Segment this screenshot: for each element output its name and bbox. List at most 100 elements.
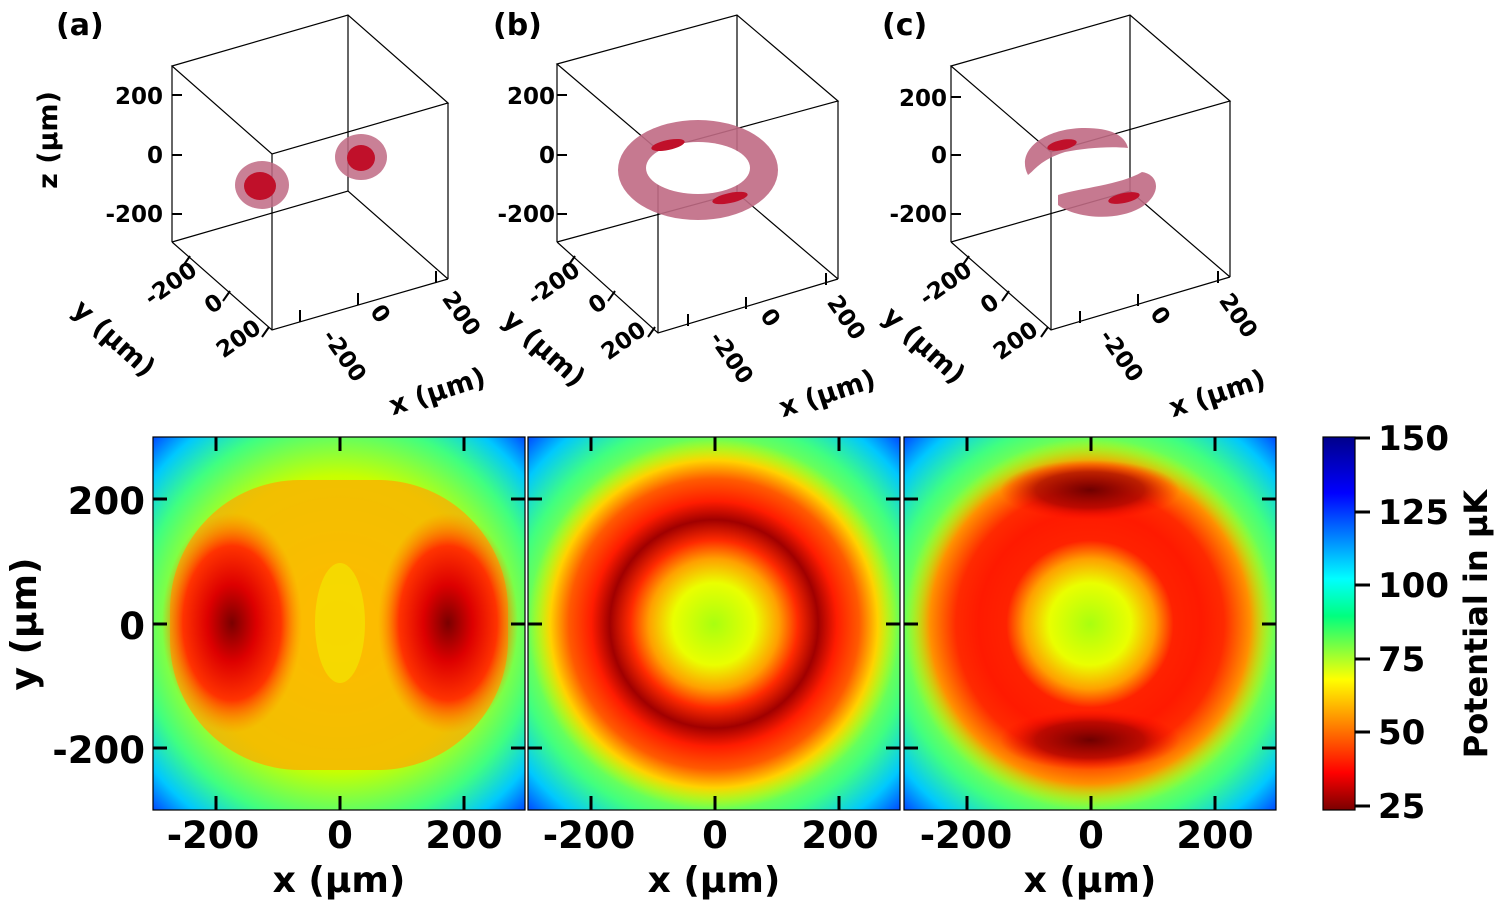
- cube-frame: [170, 14, 450, 331]
- x-tick-label: 0: [702, 814, 728, 857]
- x-tick-label: 0: [1078, 814, 1104, 857]
- x-tick-label: 200: [436, 287, 485, 341]
- heatmap-a: 200 0 -200 y (µm) -200 0 200 x (µm): [4, 436, 526, 901]
- ring-torus-core: [712, 191, 748, 205]
- potential-well-left-core: [244, 172, 276, 200]
- colorbar-label: Potential in µK: [1457, 489, 1495, 759]
- y-tick-label: 200: [989, 317, 1043, 366]
- y-axis-label: y (µm): [496, 304, 591, 394]
- heatmap-b: -200 0 200 x (µm): [527, 436, 901, 901]
- y-tick-label: 0: [200, 289, 228, 319]
- colorbar-ticks: [1355, 436, 1370, 808]
- panel-label: (a): [56, 8, 104, 43]
- y-tick-label: -200: [915, 257, 977, 311]
- ring-torus-hole: [646, 142, 750, 194]
- panel-3d-c: (c) 200 0 -200 -200 0 200 y (µm) -200 0 …: [876, 8, 1269, 424]
- colorbar-tick-label: 75: [1378, 640, 1425, 680]
- z-tick-label: 0: [931, 143, 947, 169]
- split-ring-core: [1108, 192, 1140, 204]
- panel-3d-a: (a) 200 0 -200 z (µm) -200 0 200 y (µm) …: [33, 8, 489, 422]
- panel-label: (c): [882, 8, 927, 43]
- y-tick-label: 0: [584, 289, 612, 319]
- z-tick-label: -200: [497, 202, 555, 228]
- x-tick-label: 200: [801, 814, 878, 857]
- x-tick-label: -200: [1094, 325, 1148, 387]
- ring-potential: [528, 438, 900, 810]
- x-tick-label: -200: [167, 814, 260, 857]
- colorbar-tick-label: 150: [1378, 419, 1449, 459]
- y-axis-label: y (µm): [876, 301, 971, 391]
- x-tick-label: -200: [704, 327, 758, 389]
- z-axis-ticks: [172, 94, 182, 215]
- z-axis-ticks: [557, 94, 567, 215]
- x-tick-label: 200: [821, 291, 870, 345]
- x-axis-ticks: [299, 271, 437, 322]
- z-tick-label: -200: [105, 202, 163, 228]
- center-saddle: [315, 563, 365, 683]
- split-ring-upper-arc: [1024, 128, 1128, 175]
- x-axis-label: x (µm): [648, 860, 781, 901]
- x-axis-ticks: [1079, 271, 1219, 323]
- split-ring-core: [1047, 139, 1077, 151]
- x-tick-label: -200: [317, 325, 371, 387]
- x-tick-label: 0: [754, 304, 784, 332]
- y-tick-label: -200: [523, 257, 585, 311]
- z-tick-label: 200: [507, 84, 555, 110]
- y-tick-label: -200: [140, 257, 202, 311]
- x-tick-label: 0: [1144, 302, 1174, 330]
- y-axis-ticks: [567, 255, 656, 338]
- potential-well-right-core: [347, 145, 375, 171]
- heatmap-ticks: [153, 437, 525, 810]
- x-tick-label: 0: [364, 300, 394, 328]
- x-tick-label: 200: [425, 814, 502, 857]
- x-axis-label: x (µm): [1024, 860, 1157, 901]
- ring-potential: [904, 438, 1276, 810]
- split-ring-lower-arc: [1058, 172, 1156, 217]
- cube-frame: [949, 14, 1232, 331]
- well-left: [162, 513, 302, 733]
- well-bottom: [1000, 710, 1180, 770]
- y-tick-label: 0: [119, 605, 145, 648]
- y-axis-ticks: [961, 255, 1049, 338]
- z-tick-label: 0: [147, 143, 163, 169]
- colorbar-tick-label: 50: [1378, 713, 1425, 753]
- heatmap-c: -200 0 200 x (µm): [903, 436, 1277, 901]
- x-axis-label: x (µm): [385, 362, 489, 422]
- x-tick-label: -200: [543, 814, 636, 857]
- z-tick-label: -200: [889, 202, 947, 228]
- x-axis-label: x (µm): [273, 860, 406, 901]
- y-tick-label: 0: [976, 289, 1004, 319]
- colorbar: 150 125 100 75 50 25 Potential in µK: [1322, 419, 1495, 827]
- y-tick-label: 200: [597, 317, 651, 366]
- heatmap-ticks: [904, 437, 1276, 810]
- panel-label: (b): [493, 8, 542, 43]
- z-tick-label: 200: [899, 86, 947, 112]
- z-axis-ticks: [951, 96, 961, 215]
- x-axis-label: x (µm): [1165, 364, 1269, 424]
- well-right: [378, 513, 518, 733]
- z-tick-label: 200: [115, 84, 163, 110]
- y-tick-label: 200: [212, 315, 266, 364]
- well-top: [1000, 460, 1180, 520]
- y-tick-label: -200: [52, 729, 145, 772]
- y-axis-ticks: [182, 255, 270, 338]
- x-axis-label: x (µm): [775, 364, 879, 424]
- y-tick-label: 200: [68, 480, 145, 523]
- z-tick-label: 0: [539, 143, 555, 169]
- colorbar-gradient: [1322, 436, 1356, 811]
- colorbar-tick-label: 25: [1378, 787, 1425, 827]
- y-axis-label: y (µm): [66, 294, 161, 384]
- heatmap-ticks: [528, 437, 900, 810]
- colorbar-tick-label: 100: [1378, 566, 1449, 606]
- x-tick-label: 200: [1213, 289, 1262, 343]
- ring-torus-core: [651, 138, 685, 152]
- x-tick-label: 200: [1176, 814, 1253, 857]
- colorbar-tick-label: 125: [1378, 493, 1449, 533]
- x-tick-label: 0: [327, 814, 353, 857]
- z-axis-label: z (µm): [33, 91, 64, 189]
- x-tick-label: -200: [920, 814, 1013, 857]
- y-axis-label: y (µm): [4, 558, 45, 691]
- x-axis-ticks: [687, 273, 827, 326]
- panel-3d-b: (b) 200 0 -200 -200 0 200 y (µm) -200 0 …: [493, 8, 879, 424]
